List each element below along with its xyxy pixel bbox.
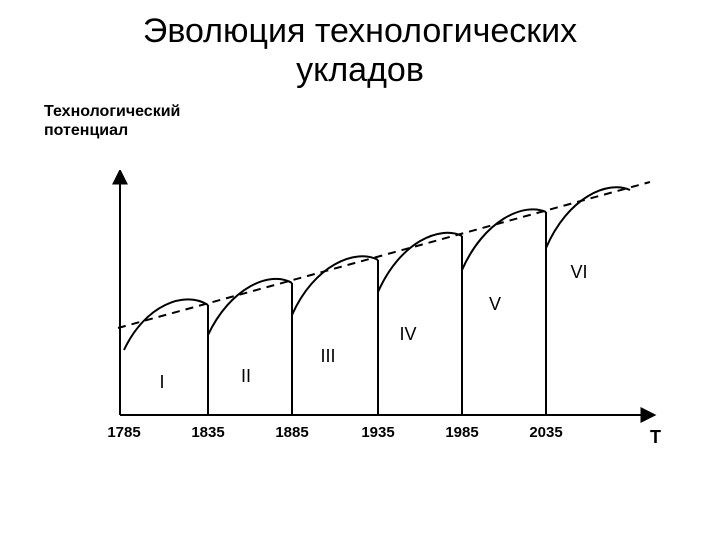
x-axis-label: T bbox=[650, 427, 661, 448]
wave-label: I bbox=[159, 372, 164, 392]
x-tick-label: 1985 bbox=[445, 424, 478, 441]
wave-arc bbox=[124, 299, 208, 350]
chart-svg: 178518351885193519852035IIIIIIIVVVI bbox=[100, 170, 660, 450]
x-tick-label: 2035 bbox=[529, 424, 562, 441]
wave-label: II bbox=[241, 366, 251, 386]
title-line-2: укладов bbox=[296, 51, 424, 89]
slide-title: Эволюция технологических укладов bbox=[0, 12, 720, 90]
y-axis-label-line-1: Технологический bbox=[44, 103, 180, 120]
wave-arc bbox=[378, 233, 462, 292]
wave-label: V bbox=[489, 294, 501, 314]
wave-label: VI bbox=[570, 262, 587, 282]
title-line-1: Эволюция технологических bbox=[143, 12, 577, 50]
wave-label: IV bbox=[399, 324, 416, 344]
y-axis-label-line-2: потенциал bbox=[44, 122, 128, 139]
envelope-line bbox=[118, 182, 650, 328]
x-tick-label: 1835 bbox=[191, 424, 224, 441]
x-tick-label: 1785 bbox=[107, 424, 140, 441]
wave-label: III bbox=[320, 346, 335, 366]
wave-arc bbox=[208, 279, 292, 335]
wave-arc bbox=[546, 187, 630, 248]
wave-arc bbox=[292, 256, 378, 315]
wave-arc bbox=[462, 209, 546, 270]
chart-area: 178518351885193519852035IIIIIIIVVVI bbox=[100, 170, 660, 450]
x-tick-label: 1885 bbox=[275, 424, 308, 441]
x-tick-label: 1935 bbox=[361, 424, 394, 441]
y-axis-label: Технологический потенциал bbox=[44, 102, 180, 140]
